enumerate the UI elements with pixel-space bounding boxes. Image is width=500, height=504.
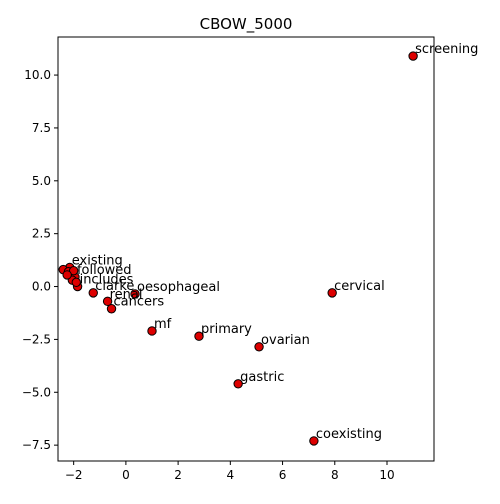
data-point	[68, 265, 79, 276]
y-tick-label: −2.5	[22, 332, 51, 346]
point-label: coexisting	[316, 427, 382, 442]
point-label: cervical	[334, 279, 385, 294]
x-tick-label: 4	[227, 468, 235, 482]
data-point	[147, 326, 157, 336]
point-label: primary	[201, 322, 252, 337]
point-label: screening	[415, 42, 478, 57]
point-label: followed	[77, 263, 132, 278]
point-label: existing	[72, 254, 123, 269]
y-tick-label: 5.0	[32, 174, 51, 188]
point-label: includes	[80, 273, 134, 288]
x-tick-label: 2	[174, 468, 182, 482]
data-point	[327, 288, 337, 298]
y-tick-label: 10.0	[24, 68, 51, 82]
y-tick-label: 0.0	[32, 280, 51, 294]
point-label: gastric	[240, 370, 284, 385]
data-point	[71, 277, 81, 288]
data-point	[88, 288, 98, 298]
point-label: clarke	[95, 279, 134, 294]
x-tick-label: 8	[331, 468, 339, 482]
data-point	[194, 331, 204, 341]
point-label: cancers	[114, 295, 165, 310]
point-label: ovarian	[261, 333, 310, 348]
data-point	[106, 304, 117, 314]
data-point	[254, 342, 264, 352]
point-labels-layer: screening cervical ovarian primary mf gastric…	[72, 42, 479, 442]
data-point	[309, 436, 319, 446]
data-point	[408, 51, 418, 61]
points-layer	[58, 51, 418, 446]
axes-frame	[57, 36, 435, 462]
x-tick-label: 10	[379, 468, 394, 482]
data-point	[102, 296, 113, 307]
data-point	[233, 379, 243, 389]
point-label: oesophageal	[137, 280, 220, 295]
y-tick-label: −5.0	[22, 385, 51, 399]
point-label: renal	[110, 287, 143, 302]
y-tick-label: 7.5	[32, 121, 51, 135]
data-point	[130, 289, 140, 299]
x-tick-label: −2	[65, 468, 83, 482]
y-tick-label: 2.5	[32, 227, 51, 241]
data-point	[62, 270, 72, 280]
x-tick-label: 0	[122, 468, 130, 482]
y-tick-label: −7.5	[22, 438, 51, 452]
chart-title: CBOW_5000	[200, 15, 293, 34]
x-tick-label: 6	[279, 468, 287, 482]
axes-layer: −2 0 2 4 6 8 10 −7.5 −5.0 −2.5 0.0 2.5 5.0 7.5 10.0	[22, 36, 435, 482]
point-label: mf	[154, 317, 172, 332]
